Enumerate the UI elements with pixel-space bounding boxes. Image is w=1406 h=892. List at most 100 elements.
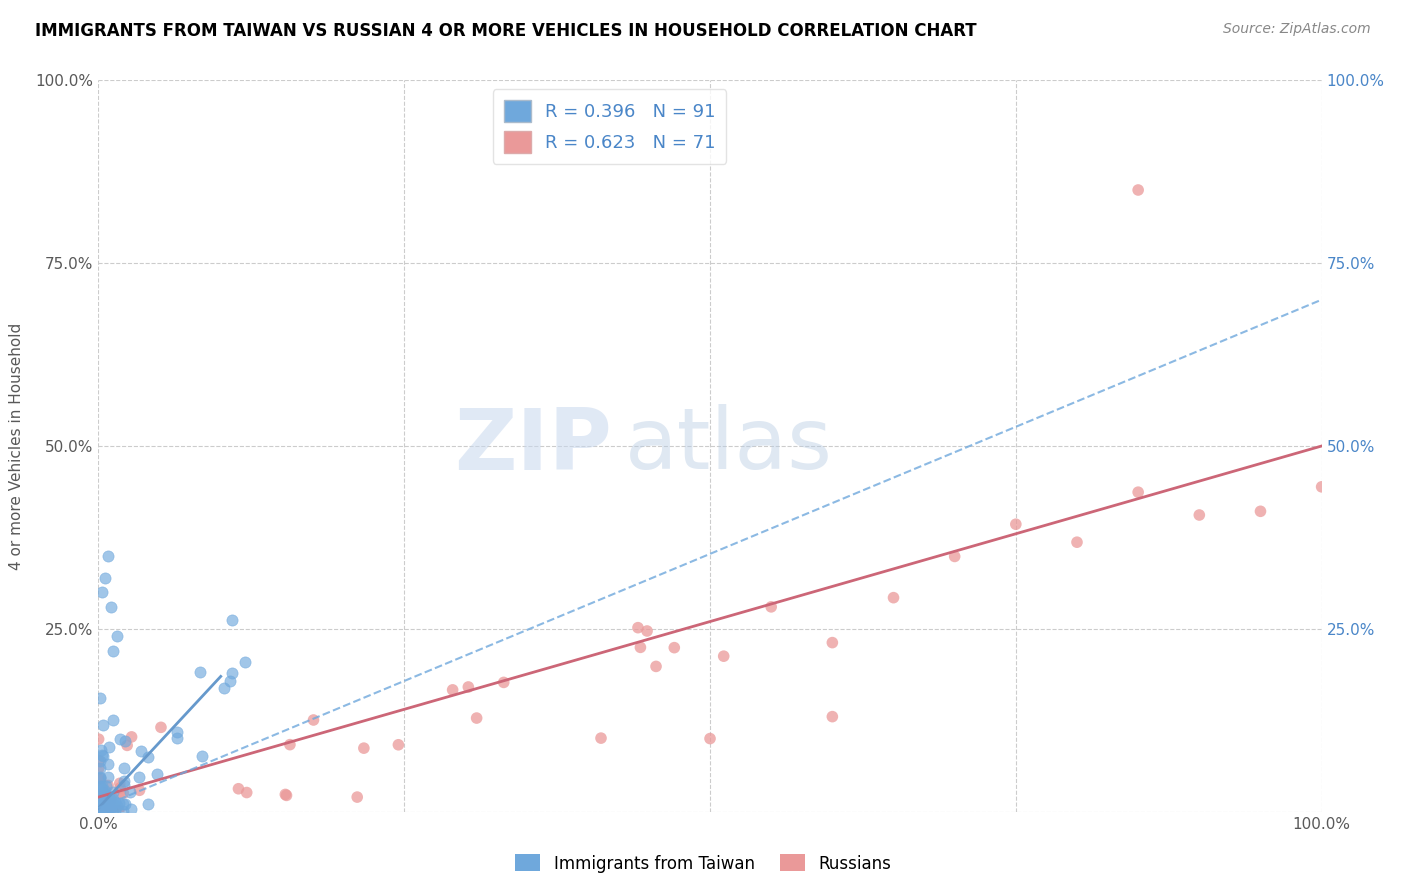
Text: ZIP: ZIP: [454, 404, 612, 488]
Point: [93, 795, 115, 809]
Point: [233, 656, 256, 670]
Point: [87, 795, 110, 809]
Point: [228, 781, 250, 796]
Point: [89, 691, 111, 706]
Legend: R = 0.396   N = 91, R = 0.623   N = 71: R = 0.396 N = 91, R = 0.623 N = 71: [492, 89, 727, 164]
Point: [108, 732, 131, 747]
Point: [89, 797, 111, 812]
Point: [112, 786, 135, 800]
Point: [91, 585, 114, 599]
Point: [96, 804, 118, 818]
Point: [492, 675, 515, 690]
Point: [108, 776, 131, 790]
Point: [90, 803, 112, 817]
Point: [188, 665, 211, 680]
Point: [821, 635, 844, 649]
Point: [97, 803, 120, 817]
Point: [97, 791, 120, 805]
Point: [636, 624, 658, 638]
Point: [101, 795, 124, 809]
Point: [91, 749, 114, 764]
Point: [89, 800, 111, 814]
Point: [1066, 535, 1088, 549]
Point: [97, 756, 120, 771]
Point: [111, 804, 134, 818]
Point: [136, 750, 159, 764]
Point: [96, 804, 118, 818]
Point: [278, 738, 301, 752]
Text: Source: ZipAtlas.com: Source: ZipAtlas.com: [1223, 22, 1371, 37]
Point: [90, 790, 112, 805]
Point: [114, 797, 136, 812]
Point: [90, 772, 112, 786]
Point: [90, 804, 112, 818]
Point: [89, 779, 111, 793]
Point: [103, 713, 125, 727]
Point: [112, 779, 135, 793]
Point: [1004, 517, 1026, 532]
Point: [115, 739, 138, 753]
Point: [89, 799, 111, 814]
Point: [96, 793, 118, 807]
Point: [149, 720, 172, 734]
Point: [387, 738, 409, 752]
Point: [101, 644, 124, 658]
Point: [136, 797, 159, 812]
Point: [90, 799, 112, 814]
Point: [89, 803, 111, 817]
Point: [98, 790, 121, 805]
Point: [97, 770, 120, 784]
Text: IMMIGRANTS FROM TAIWAN VS RUSSIAN 4 OR MORE VEHICLES IN HOUSEHOLD CORRELATION CH: IMMIGRANTS FROM TAIWAN VS RUSSIAN 4 OR M…: [35, 22, 977, 40]
Point: [89, 802, 111, 816]
Point: [101, 792, 124, 806]
Point: [166, 725, 188, 739]
Point: [89, 761, 111, 775]
Point: [1128, 183, 1150, 197]
Point: [89, 770, 111, 784]
Point: [90, 780, 112, 794]
Point: [93, 804, 115, 818]
Point: [108, 803, 131, 817]
Point: [121, 730, 143, 744]
Point: [89, 755, 111, 769]
Point: [108, 786, 131, 800]
Point: [94, 804, 117, 818]
Point: [94, 802, 117, 816]
Point: [90, 803, 112, 817]
Point: [87, 772, 110, 787]
Point: [353, 741, 375, 756]
Point: [761, 599, 783, 614]
Point: [93, 785, 115, 799]
Point: [94, 788, 117, 802]
Point: [91, 803, 114, 817]
Point: [128, 783, 150, 797]
Point: [212, 681, 235, 695]
Point: [274, 788, 297, 802]
Point: [457, 680, 479, 694]
Point: [89, 788, 111, 802]
Point: [91, 803, 114, 817]
Point: [645, 659, 668, 673]
Point: [89, 795, 111, 809]
Point: [101, 804, 124, 818]
Point: [94, 779, 117, 793]
Point: [713, 649, 735, 664]
Point: [90, 803, 112, 817]
Point: [101, 797, 124, 812]
Point: [87, 803, 110, 817]
Point: [91, 718, 114, 732]
Point: [1188, 508, 1211, 522]
Point: [100, 801, 122, 815]
Point: [90, 743, 112, 757]
Point: [118, 785, 141, 799]
Point: [628, 640, 651, 655]
Text: atlas: atlas: [624, 404, 832, 488]
Point: [221, 613, 243, 627]
Point: [166, 731, 188, 746]
Point: [128, 770, 150, 784]
Point: [302, 713, 325, 727]
Point: [94, 802, 117, 816]
Point: [97, 797, 120, 812]
Point: [699, 731, 721, 746]
Point: [104, 804, 127, 818]
